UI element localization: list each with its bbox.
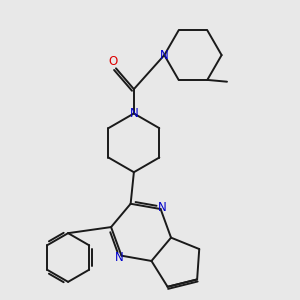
Text: N: N — [158, 201, 167, 214]
Text: N: N — [130, 107, 138, 120]
Text: N: N — [160, 49, 169, 62]
Text: N: N — [115, 251, 124, 264]
Text: O: O — [109, 56, 118, 68]
